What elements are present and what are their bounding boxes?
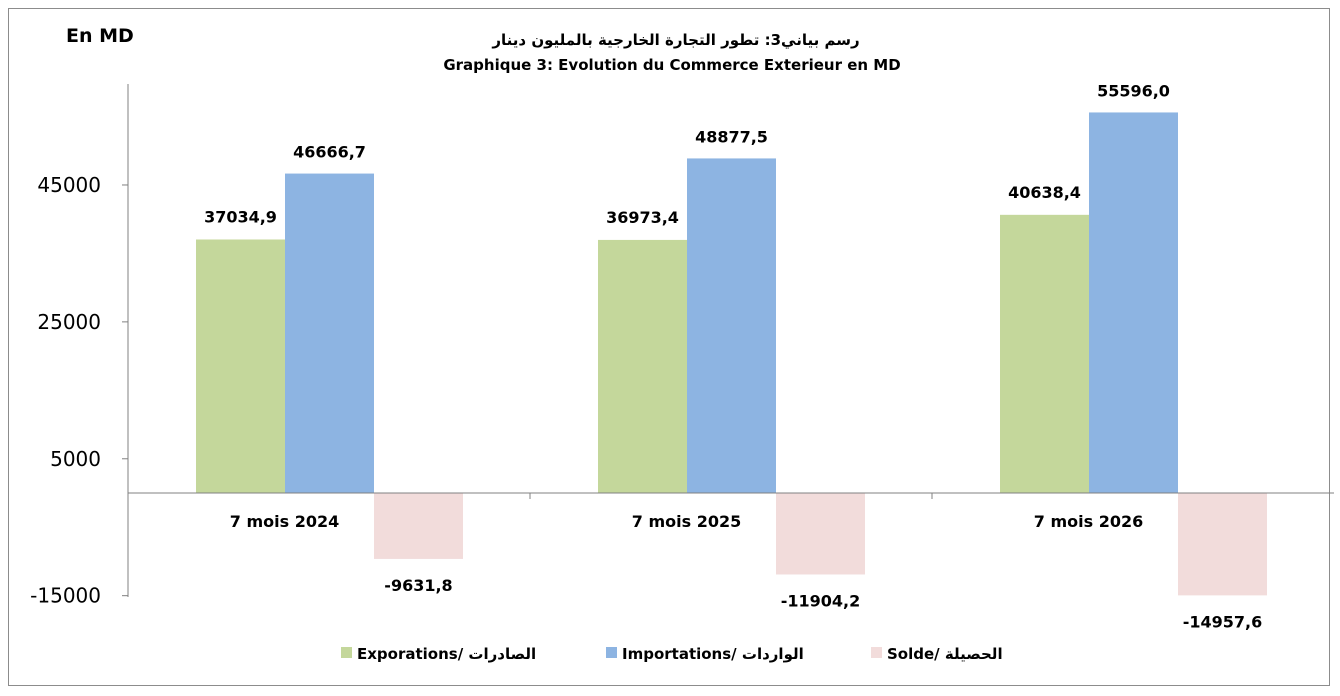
legend-label: Importations/ الواردات bbox=[622, 645, 804, 663]
bar bbox=[196, 239, 285, 493]
data-label: -14957,6 bbox=[1183, 612, 1263, 631]
bar bbox=[1000, 214, 1089, 494]
x-tick-label: 7 mois 2026 bbox=[1034, 512, 1143, 531]
data-label: 36973,4 bbox=[606, 208, 679, 227]
legend-label: Exporations/ الصادرات bbox=[357, 645, 536, 663]
data-label: 46666,7 bbox=[293, 143, 366, 162]
plot-area: 37034,9 46666,7 -9631,8 36973,4 48877,5 -1190… bbox=[196, 81, 1267, 631]
x-tick-label: 7 mois 2024 bbox=[230, 512, 339, 531]
data-label: 40638,4 bbox=[1008, 183, 1081, 202]
legend-swatch bbox=[606, 647, 617, 658]
data-label: 55596,0 bbox=[1097, 81, 1170, 100]
data-label: 48877,5 bbox=[695, 127, 768, 146]
y-tick-label: 5000 bbox=[50, 447, 101, 471]
data-label: 37034,9 bbox=[204, 207, 277, 226]
y-tick-label: -15000 bbox=[30, 584, 101, 608]
chart-subtitle: Graphique 3: Evolution du Commerce Exter… bbox=[443, 56, 900, 74]
y-tick-label: 25000 bbox=[37, 310, 101, 334]
bar bbox=[776, 493, 865, 575]
data-label: -11904,2 bbox=[781, 591, 861, 610]
legend-swatch bbox=[871, 647, 882, 658]
y-tick-label: 45000 bbox=[37, 173, 101, 197]
legend-label: Solde/ الحصيلة bbox=[887, 645, 1003, 663]
legend: Exporations/ الصادرات Importations/ الوار… bbox=[341, 645, 1003, 663]
unit-label: En MD bbox=[66, 25, 134, 47]
bar bbox=[374, 493, 463, 559]
bar bbox=[285, 173, 374, 493]
data-label: -9631,8 bbox=[384, 576, 452, 595]
axes: 7 mois 2024 7 mois 2025 7 mois 2026 bbox=[127, 84, 1334, 597]
bar bbox=[687, 158, 776, 493]
chart-title: رسم بياني3: تطور التجارة الخارجية بالملي… bbox=[491, 31, 859, 49]
bar bbox=[598, 239, 687, 493]
bar bbox=[1178, 493, 1267, 596]
bar bbox=[1089, 112, 1178, 494]
x-tick-label: 7 mois 2025 bbox=[632, 512, 741, 531]
y-axis: -15000 5000 25000 45000 bbox=[30, 173, 128, 608]
legend-swatch bbox=[341, 647, 352, 658]
